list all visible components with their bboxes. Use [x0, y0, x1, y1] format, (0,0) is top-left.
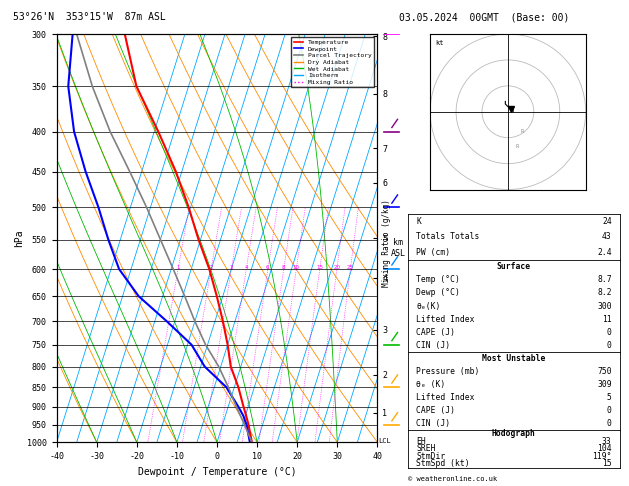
Text: Mixing Ratio (g/kg): Mixing Ratio (g/kg): [382, 199, 391, 287]
Text: LCL: LCL: [379, 437, 391, 444]
Text: Temp (°C): Temp (°C): [416, 275, 460, 284]
Text: 8.7: 8.7: [597, 275, 611, 284]
Text: Surface: Surface: [497, 262, 531, 271]
Text: PW (cm): PW (cm): [416, 248, 450, 257]
Text: 0: 0: [607, 406, 611, 415]
Text: 309: 309: [597, 380, 611, 389]
Text: 11: 11: [602, 315, 611, 324]
Text: Lifted Index: Lifted Index: [416, 393, 475, 402]
Text: CAPE (J): CAPE (J): [416, 328, 455, 337]
Text: 1: 1: [176, 264, 180, 270]
Text: 8: 8: [282, 264, 286, 270]
Text: 0: 0: [607, 341, 611, 350]
Text: 2: 2: [209, 264, 213, 270]
Text: 33: 33: [602, 437, 611, 446]
Text: Pressure (mb): Pressure (mb): [416, 367, 479, 376]
Y-axis label: hPa: hPa: [14, 229, 24, 247]
Legend: Temperature, Dewpoint, Parcel Trajectory, Dry Adiabat, Wet Adiabat, Isotherm, Mi: Temperature, Dewpoint, Parcel Trajectory…: [291, 37, 374, 87]
Text: 03.05.2024  00GMT  (Base: 00): 03.05.2024 00GMT (Base: 00): [399, 12, 570, 22]
Text: θₑ (K): θₑ (K): [416, 380, 445, 389]
Text: 104: 104: [597, 444, 611, 453]
Text: 15: 15: [602, 459, 611, 469]
Text: StmSpd (kt): StmSpd (kt): [416, 459, 470, 469]
Text: CAPE (J): CAPE (J): [416, 406, 455, 415]
Text: θₑ(K): θₑ(K): [416, 302, 440, 311]
Text: kt: kt: [435, 40, 443, 46]
Text: StmDir: StmDir: [416, 452, 445, 461]
Text: © weatheronline.co.uk: © weatheronline.co.uk: [408, 476, 497, 482]
Text: 8.2: 8.2: [597, 289, 611, 297]
Text: 119°: 119°: [592, 452, 611, 461]
Text: 300: 300: [597, 302, 611, 311]
Text: 0: 0: [607, 419, 611, 428]
Text: EH: EH: [416, 437, 426, 446]
Text: R: R: [521, 128, 524, 134]
Text: 53°26'N  353°15'W  87m ASL: 53°26'N 353°15'W 87m ASL: [13, 12, 165, 22]
Text: 20: 20: [333, 264, 340, 270]
Text: 25: 25: [347, 264, 354, 270]
Y-axis label: km
ASL: km ASL: [391, 238, 406, 258]
Text: 0: 0: [607, 328, 611, 337]
Text: CIN (J): CIN (J): [416, 341, 450, 350]
Text: CIN (J): CIN (J): [416, 419, 450, 428]
Text: 24: 24: [602, 217, 611, 226]
Text: 2.4: 2.4: [597, 248, 611, 257]
Text: R: R: [516, 144, 519, 149]
Text: Totals Totals: Totals Totals: [416, 232, 479, 242]
Text: 4: 4: [245, 264, 248, 270]
Text: 6: 6: [266, 264, 270, 270]
Text: 750: 750: [597, 367, 611, 376]
Text: 3: 3: [230, 264, 233, 270]
Text: SREH: SREH: [416, 444, 436, 453]
Text: 5: 5: [607, 393, 611, 402]
Text: 43: 43: [602, 232, 611, 242]
Text: 10: 10: [292, 264, 300, 270]
Text: Most Unstable: Most Unstable: [482, 354, 545, 364]
X-axis label: Dewpoint / Temperature (°C): Dewpoint / Temperature (°C): [138, 467, 296, 477]
Text: Lifted Index: Lifted Index: [416, 315, 475, 324]
Text: Hodograph: Hodograph: [492, 429, 536, 438]
Text: K: K: [416, 217, 421, 226]
Text: Dewp (°C): Dewp (°C): [416, 289, 460, 297]
Text: 15: 15: [316, 264, 323, 270]
